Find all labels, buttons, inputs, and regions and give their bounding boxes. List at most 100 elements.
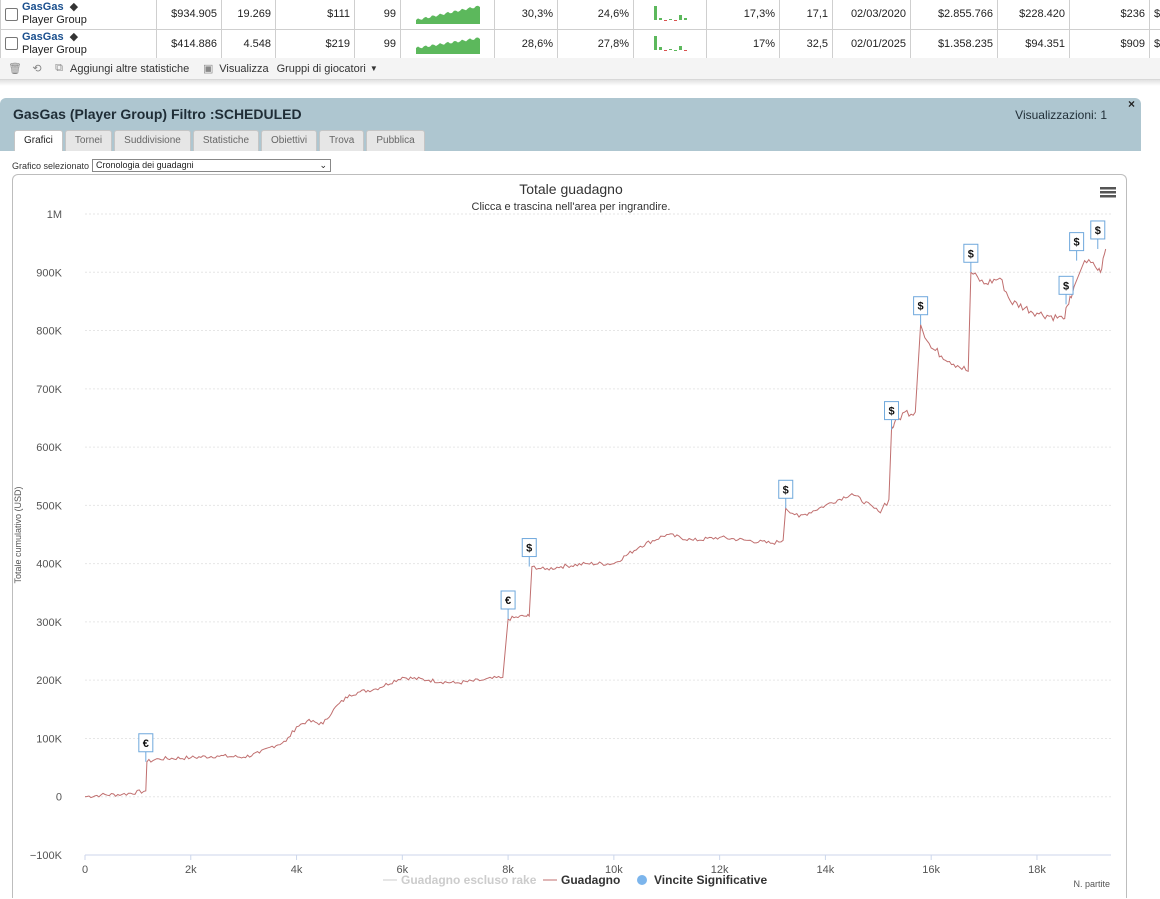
tab-pubblica[interactable]: Pubblica bbox=[366, 130, 424, 151]
table-cell: $1.867.472 bbox=[1150, 29, 1160, 58]
player-cell: GasGas◆Player Group bbox=[1, 0, 157, 29]
y-axis-label: Totale cumulativo (USD) bbox=[13, 486, 23, 583]
sparkline-area bbox=[416, 34, 480, 54]
table-cell: 17% bbox=[707, 29, 780, 58]
add-columns-icon: ⧉ bbox=[52, 62, 66, 75]
table-cell: 99 bbox=[355, 29, 401, 58]
x-tick-label: 2k bbox=[185, 864, 197, 876]
sparkline-cell bbox=[401, 29, 495, 58]
table-cell: 99 bbox=[355, 0, 401, 29]
histogram-bar bbox=[659, 47, 662, 50]
refresh-icon[interactable]: ⟲ bbox=[30, 62, 44, 75]
table-cell: 4.548 bbox=[222, 29, 276, 58]
player-groups-dropdown[interactable]: Gruppi di giocatori ▼ bbox=[277, 63, 378, 75]
view-button[interactable]: ▣ Visualizza bbox=[201, 62, 268, 75]
y-tick-label: 1M bbox=[47, 209, 62, 221]
y-tick-label: 900K bbox=[36, 267, 62, 279]
table-cell: 17,3% bbox=[707, 0, 780, 29]
chart-select-row: Grafico selezionato Cronologia dei guada… bbox=[12, 159, 331, 172]
flag-label: $ bbox=[1063, 280, 1069, 292]
flag-label: $ bbox=[526, 543, 532, 555]
row-checkbox[interactable] bbox=[5, 8, 18, 21]
player-group-label: Player Group bbox=[22, 44, 87, 56]
tab-grafici[interactable]: Grafici bbox=[14, 130, 63, 151]
close-icon[interactable]: × bbox=[1128, 98, 1135, 110]
tab-trova[interactable]: Trova bbox=[319, 130, 364, 151]
chart-menu-icon[interactable] bbox=[1100, 187, 1116, 198]
legend-rake-label: Guadagno escluso rake bbox=[401, 873, 537, 887]
sparkline-area bbox=[416, 4, 480, 24]
table-cell: $2.855.766 bbox=[911, 0, 998, 29]
add-stats-button[interactable]: ⧉ Aggiungi altre statistiche bbox=[52, 62, 189, 75]
flag-label: € bbox=[143, 738, 149, 750]
menu-bar bbox=[1100, 191, 1116, 194]
trash-icon[interactable]: 🗑 bbox=[8, 62, 22, 75]
tab-statistiche[interactable]: Statistiche bbox=[193, 130, 259, 151]
histogram bbox=[650, 4, 690, 24]
player-info: GasGas◆Player Group bbox=[22, 1, 87, 27]
table-cell: 24,6% bbox=[558, 0, 634, 29]
histogram-cell bbox=[634, 29, 707, 58]
menu-bar bbox=[1100, 187, 1116, 190]
table-cell: $111 bbox=[276, 0, 355, 29]
histogram-bar bbox=[669, 19, 672, 20]
player-groups-label: Gruppi di giocatori bbox=[277, 63, 366, 75]
table-cell: 30,3% bbox=[495, 0, 558, 29]
histogram-bar bbox=[674, 50, 677, 51]
flag-label: $ bbox=[918, 301, 924, 313]
histogram-bar bbox=[674, 20, 677, 21]
histogram-bar bbox=[664, 50, 667, 51]
table-cell: $228.420 bbox=[998, 0, 1070, 29]
player-name-link[interactable]: GasGas bbox=[22, 31, 64, 43]
chart-select[interactable]: Cronologia dei guadagni ⌄ bbox=[92, 159, 331, 172]
legend-vincite-label: Vincite Significative bbox=[654, 873, 767, 887]
table-cell: 02/01/2025 bbox=[833, 29, 911, 58]
menu-bar bbox=[1100, 195, 1116, 198]
views-count: Visualizzazioni: 1 bbox=[1015, 108, 1107, 122]
table-cell: 32,5 bbox=[780, 29, 833, 58]
tab-tornei[interactable]: Tornei bbox=[65, 130, 112, 151]
histogram-bar bbox=[654, 6, 657, 20]
y-tick-label: −100K bbox=[30, 850, 63, 862]
shark-icon: ◆ bbox=[70, 31, 78, 44]
table-cell: $219 bbox=[276, 29, 355, 58]
y-tick-label: 300K bbox=[36, 617, 62, 629]
histogram-bar bbox=[679, 15, 682, 20]
row-checkbox[interactable] bbox=[5, 37, 18, 50]
table-cell: 27,8% bbox=[558, 29, 634, 58]
chevron-down-icon: ⌄ bbox=[320, 160, 328, 171]
caret-down-icon: ▼ bbox=[370, 64, 378, 73]
tab-obiettivi[interactable]: Obiettivi bbox=[261, 130, 317, 151]
histogram-bar bbox=[684, 18, 687, 20]
x-tick-label: 4k bbox=[291, 864, 303, 876]
player-group-label: Player Group bbox=[22, 14, 87, 26]
histogram-bar bbox=[654, 36, 657, 50]
legend-guadagno-label: Guadagno bbox=[561, 873, 620, 887]
player-name-link[interactable]: GasGas bbox=[22, 1, 64, 13]
histogram bbox=[650, 34, 690, 54]
x-axis-label: N. partite bbox=[1073, 879, 1110, 889]
x-tick-label: 16k bbox=[922, 864, 940, 876]
flag-label: $ bbox=[968, 248, 974, 260]
x-tick-label: 18k bbox=[1028, 864, 1046, 876]
table-cell: 28,6% bbox=[495, 29, 558, 58]
y-tick-label: 700K bbox=[36, 384, 62, 396]
flag-label: $ bbox=[888, 406, 894, 418]
y-tick-label: 100K bbox=[36, 733, 62, 745]
chart-select-value: Cronologia dei guadagni bbox=[96, 160, 194, 170]
table-cell: 17,1 bbox=[780, 0, 833, 29]
y-tick-label: 800K bbox=[36, 326, 62, 338]
chart-title: Totale guadagno bbox=[519, 181, 623, 197]
table-cell: $909 bbox=[1070, 29, 1150, 58]
flag-label: € bbox=[505, 595, 511, 607]
tab-suddivisione[interactable]: Suddivisione bbox=[114, 130, 191, 151]
flag-label: $ bbox=[1095, 225, 1101, 237]
legend-vincite-swatch bbox=[637, 875, 647, 885]
histogram-bar bbox=[679, 46, 682, 50]
histogram-cell bbox=[634, 0, 707, 29]
